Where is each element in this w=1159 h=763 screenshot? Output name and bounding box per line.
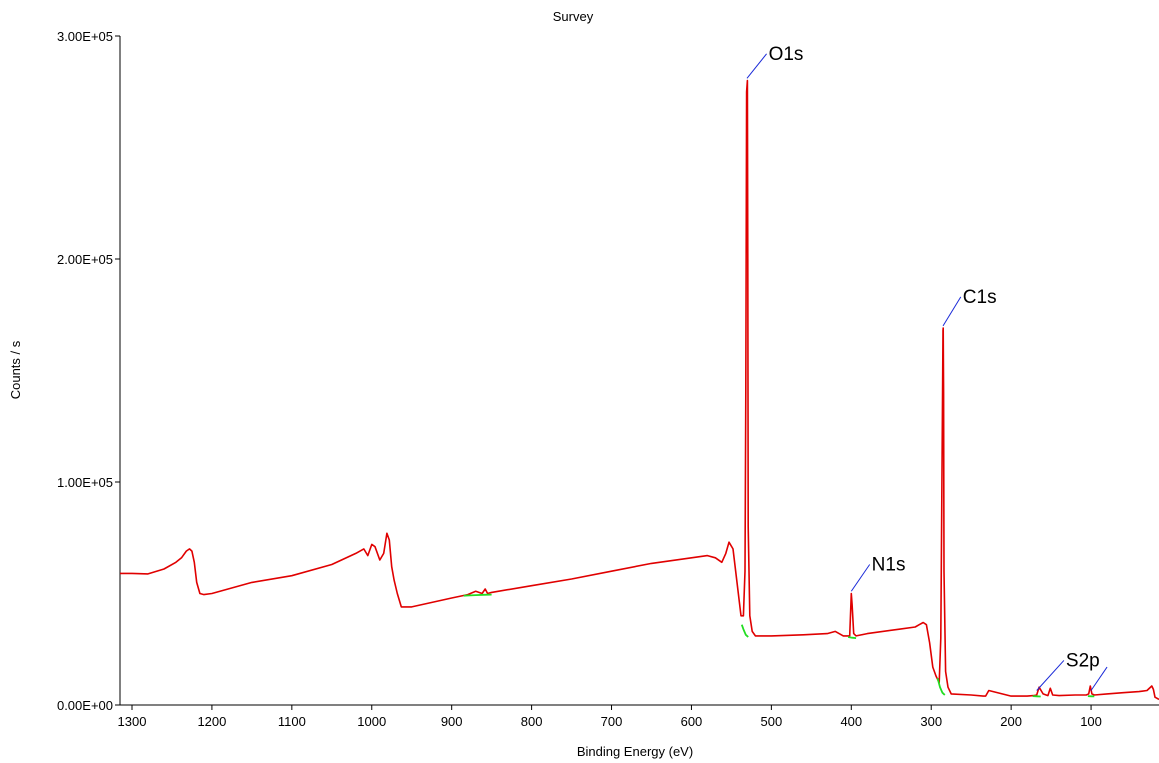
x-tick-label: 1200 xyxy=(197,714,226,729)
peak-annotations: O1s C1s N1s S2p xyxy=(746,44,1108,691)
y-tick-label: 3.00E+05 xyxy=(57,29,113,44)
y-tick-label: 0.00E+00 xyxy=(57,698,113,713)
series-layer xyxy=(120,79,1159,701)
peak-label-o1s: O1s xyxy=(769,44,804,65)
y-tick-label: 2.00E+05 xyxy=(57,252,113,267)
spectrum-line xyxy=(120,79,1159,701)
x-tick-label: 1100 xyxy=(278,714,306,729)
x-tick-label: 800 xyxy=(521,714,543,729)
x-tick-label: 700 xyxy=(601,714,623,729)
x-tick-label: 300 xyxy=(920,714,942,729)
x-tick-label: 400 xyxy=(840,714,862,729)
x-ticks: 1300 1200 1100 1000 900 800 700 600 500 400 300 200… xyxy=(118,705,1102,729)
y-axis-label: Counts / s xyxy=(8,340,23,399)
annotation-leader-line xyxy=(942,296,962,327)
plot-area: 0.00E+00 1.00E+05 2.00E+05 3.00E+05 1300 120… xyxy=(57,29,1159,729)
background-segment xyxy=(463,593,492,597)
y-ticks: 0.00E+00 1.00E+05 2.00E+05 3.00E+05 xyxy=(57,29,120,713)
background-segment xyxy=(740,624,749,638)
background-segment xyxy=(936,677,946,696)
x-tick-label: 500 xyxy=(761,714,783,729)
background-segment xyxy=(847,636,857,639)
annotation-leader-line xyxy=(1036,660,1065,691)
annotation-leader-line xyxy=(850,564,871,592)
x-tick-label: 900 xyxy=(441,714,463,729)
annotation-leader-line xyxy=(746,53,767,79)
x-tick-label: 100 xyxy=(1080,714,1102,729)
x-tick-label: 600 xyxy=(681,714,703,729)
chart-title: Survey xyxy=(553,9,594,24)
x-axis-label: Binding Energy (eV) xyxy=(577,744,693,759)
peak-label-n1s: N1s xyxy=(872,555,906,576)
peak-label-c1s: C1s xyxy=(963,287,997,308)
peak-label-s2p: S2p xyxy=(1066,650,1100,671)
x-tick-label: 1000 xyxy=(357,714,386,729)
x-tick-label: 200 xyxy=(1000,714,1022,729)
annotation-leader-line xyxy=(1090,666,1108,691)
x-tick-label: 1300 xyxy=(118,714,147,729)
y-tick-label: 1.00E+05 xyxy=(57,475,113,490)
